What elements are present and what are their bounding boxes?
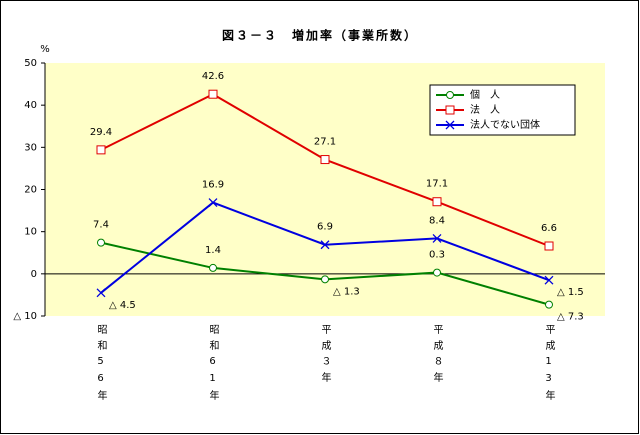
data-label: 8.4 xyxy=(429,215,445,226)
y-tick-label: 20 xyxy=(24,185,37,196)
data-point xyxy=(545,300,553,309)
data-point xyxy=(320,155,330,165)
legend-marker xyxy=(446,91,454,99)
legend-label: 法 人 xyxy=(470,103,500,116)
legend-marker xyxy=(445,120,455,130)
data-point xyxy=(208,89,218,99)
y-unit: % xyxy=(40,44,50,55)
data-point xyxy=(320,240,330,250)
data-point xyxy=(321,275,329,284)
data-label: 42.6 xyxy=(202,71,224,82)
data-point xyxy=(209,263,217,272)
data-point xyxy=(544,275,554,285)
y-tick-label: 10 xyxy=(24,227,37,238)
y-tick-label: 30 xyxy=(24,142,37,153)
data-point xyxy=(96,288,106,298)
x-tick-label: 昭和61年 xyxy=(207,324,219,406)
data-label: △ 1.5 xyxy=(557,287,584,298)
data-point xyxy=(208,198,218,208)
data-label: 27.1 xyxy=(314,137,336,148)
y-tick-label: △ 10 xyxy=(13,311,37,322)
data-label: △ 7.3 xyxy=(557,312,584,323)
x-tick-label: 平成８年 xyxy=(431,324,443,388)
data-label: 16.9 xyxy=(202,180,224,191)
data-point xyxy=(97,238,105,247)
data-label: △ 1.3 xyxy=(333,286,360,297)
data-point xyxy=(544,241,554,251)
data-label: 6.6 xyxy=(541,223,557,234)
data-label: 29.4 xyxy=(90,127,112,138)
y-tick-label: 0 xyxy=(31,269,37,280)
legend-label: 個 人 xyxy=(470,88,500,101)
legend-label: 法人でない団体 xyxy=(470,118,540,131)
data-label: 1.4 xyxy=(205,245,221,256)
data-label: 6.9 xyxy=(317,222,333,233)
data-label: 7.4 xyxy=(93,220,109,231)
data-point xyxy=(96,145,106,155)
y-tick-label: 50 xyxy=(24,58,37,69)
data-point xyxy=(432,197,442,207)
data-point xyxy=(432,233,442,243)
x-tick-label: 平成３年 xyxy=(319,324,331,388)
x-tick-label: 平成13年 xyxy=(543,324,555,406)
data-label: △ 4.5 xyxy=(109,300,136,311)
data-point xyxy=(433,268,441,277)
data-label: 0.3 xyxy=(429,250,445,261)
x-tick-label: 昭和56年 xyxy=(95,324,107,406)
chart-title: 図３－３ 増加率（事業所数） xyxy=(222,28,418,43)
y-tick-label: 40 xyxy=(24,100,37,111)
legend-marker xyxy=(445,105,455,115)
data-label: 17.1 xyxy=(426,179,448,190)
